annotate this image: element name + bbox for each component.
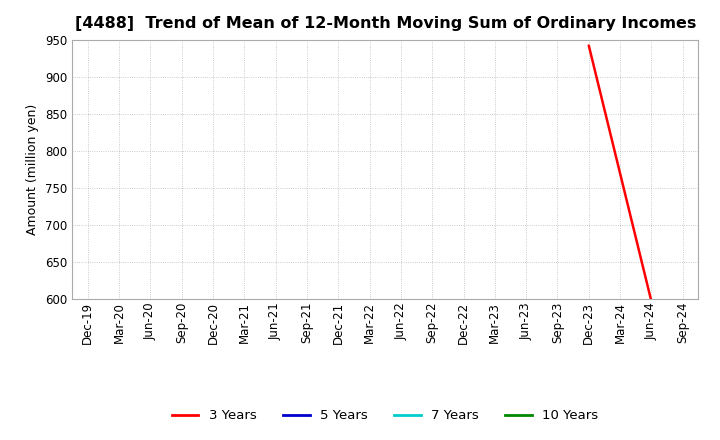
Title: [4488]  Trend of Mean of 12-Month Moving Sum of Ordinary Incomes: [4488] Trend of Mean of 12-Month Moving … <box>74 16 696 32</box>
Y-axis label: Amount (million yen): Amount (million yen) <box>27 104 40 235</box>
Legend: 3 Years, 5 Years, 7 Years, 10 Years: 3 Years, 5 Years, 7 Years, 10 Years <box>167 404 603 428</box>
